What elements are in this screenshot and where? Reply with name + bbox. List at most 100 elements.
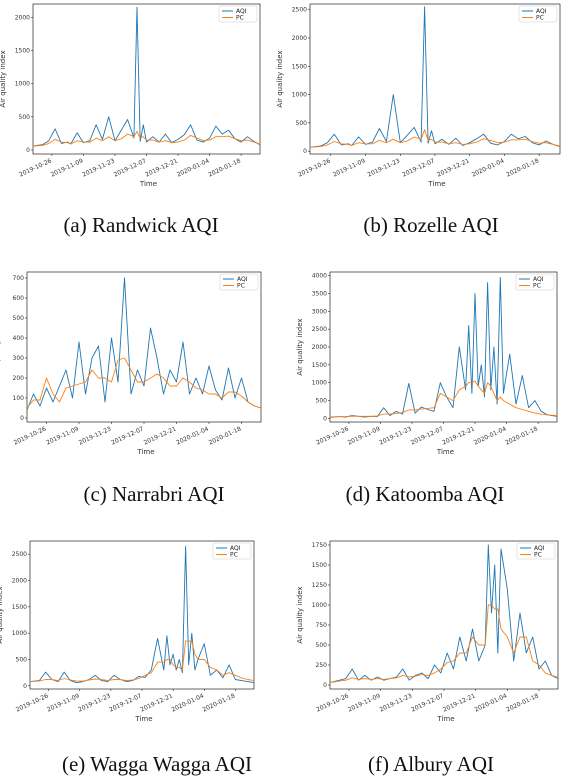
- series-line-pc: [29, 640, 255, 683]
- x-tick-label: 2019-11-23: [367, 157, 402, 178]
- x-tick-label: 2020-01-18: [504, 425, 539, 446]
- x-tick-label: 2019-12-07: [401, 157, 436, 178]
- y-tick-label: 0: [26, 147, 30, 154]
- series-line-aqi: [329, 276, 558, 418]
- y-tick-label: 1000: [12, 630, 27, 637]
- chart-5: 025050075010001250150017502019-10-262019…: [296, 540, 559, 723]
- x-tick-label: 2019-10-26: [18, 157, 53, 178]
- y-axis-label: Air quality index: [296, 318, 304, 375]
- chart-3: 0 500 1000 1500 2000 2500 3000 3500 4000 2019-10-…: [296, 271, 558, 456]
- caption-f: (f) Albury AQI: [368, 752, 494, 776]
- x-axis-label: Time: [139, 180, 157, 188]
- x-tick-label: 2019-11-09: [332, 157, 367, 178]
- x-tick-label: 2020-01-04: [473, 425, 508, 446]
- x-axis-label: Time: [136, 448, 154, 456]
- y-tick-label: 2000: [15, 14, 30, 21]
- y-axis-label: Air quality index: [0, 586, 4, 643]
- y-tick-label: 750: [316, 622, 328, 629]
- y-tick-label: 100: [13, 395, 25, 402]
- x-tick-label: 2019-10-26: [13, 425, 48, 446]
- legend-label-pc: PC: [533, 283, 541, 290]
- series-line-pc: [329, 380, 558, 418]
- x-tick-label: 2020-01-04: [176, 157, 211, 178]
- legend-label-pc: PC: [536, 15, 544, 22]
- legend-label-pc: PC: [237, 283, 245, 290]
- plots: 05001000150020002019-10-262019-11-092019…: [0, 3, 561, 723]
- y-tick-label: 1750: [312, 542, 327, 549]
- y-tick-label: 2500: [292, 7, 307, 14]
- x-tick-label: 2019-12-21: [143, 425, 178, 446]
- legend-label-aqi: AQI: [230, 545, 241, 552]
- y-tick-label: 500: [316, 398, 328, 405]
- legend-label-pc: PC: [236, 15, 244, 22]
- x-tick-label: 2020-01-04: [474, 692, 509, 713]
- series-line-aqi: [29, 545, 255, 684]
- y-tick-label: 600: [13, 295, 25, 302]
- y-tick-label: 1000: [312, 380, 327, 387]
- x-tick-label: 2019-11-23: [379, 692, 414, 713]
- y-tick-label: 400: [13, 335, 25, 342]
- x-tick-label: 2019-12-07: [110, 425, 145, 446]
- x-tick-label: 2020-01-18: [202, 692, 237, 713]
- x-axis-label: Time: [436, 715, 454, 723]
- y-tick-label: 0: [23, 683, 27, 690]
- caption-c: (c) Narrabri AQI: [83, 482, 224, 506]
- series-line-pc: [309, 129, 561, 148]
- caption-b: (b) Rozelle AQI: [363, 213, 498, 237]
- y-tick-label: 4000: [312, 273, 327, 280]
- x-tick-label: 2019-12-07: [410, 425, 445, 446]
- y-tick-label: 0: [303, 148, 307, 155]
- x-tick-label: 2019-12-07: [113, 157, 148, 178]
- x-tick-label: 2020-01-04: [171, 692, 206, 713]
- y-axis-label: Air quality index: [0, 318, 1, 375]
- y-axis-label: Air quality index: [296, 586, 304, 643]
- series-line-pc: [32, 130, 261, 147]
- x-tick-label: 2020-01-18: [505, 157, 540, 178]
- x-tick-label: 2020-01-04: [175, 425, 210, 446]
- legend-label-aqi: AQI: [237, 276, 248, 283]
- chart-4: 0 500 1000 1500 2000 2500 2019-10-262019-11-09…: [0, 540, 255, 723]
- y-tick-label: 1000: [292, 92, 307, 99]
- y-axis-label: Air quality index: [276, 50, 284, 107]
- y-tick-label: 1500: [12, 604, 27, 611]
- y-tick-label: 500: [19, 114, 31, 121]
- x-tick-label: 2019-10-26: [315, 692, 350, 713]
- y-tick-label: 1500: [312, 362, 327, 369]
- y-tick-label: 3000: [312, 308, 327, 315]
- x-tick-label: 2020-01-18: [208, 425, 243, 446]
- series-line-pc: [26, 357, 262, 409]
- legend-label-aqi: AQI: [533, 276, 544, 283]
- y-tick-label: 1500: [312, 562, 327, 569]
- y-tick-label: 1000: [15, 81, 30, 88]
- caption-d: (d) Katoomba AQI: [346, 482, 505, 506]
- legend-label-aqi: AQI: [236, 8, 247, 15]
- y-tick-label: 700: [13, 275, 25, 282]
- x-tick-label: 2019-12-21: [144, 157, 179, 178]
- x-tick-label: 2019-12-21: [139, 692, 174, 713]
- y-tick-label: 2000: [312, 344, 327, 351]
- x-tick-label: 2019-12-07: [108, 692, 143, 713]
- chart-1: 0 500 1000 1500 2000 2500 2019-10-26 2019-11-09…: [276, 3, 561, 188]
- plot-frame: [26, 271, 262, 423]
- y-tick-label: 1250: [312, 582, 327, 589]
- y-tick-label: 200: [13, 375, 25, 382]
- plot-frame: [309, 3, 561, 155]
- x-tick-label: 2019-12-07: [410, 692, 445, 713]
- series-line-pc: [329, 604, 559, 684]
- y-tick-label: 0: [20, 415, 24, 422]
- x-tick-label: 2019-11-09: [347, 425, 382, 446]
- x-tick-label: 2019-12-21: [436, 157, 471, 178]
- legend-label-aqi: AQI: [536, 8, 547, 15]
- series-line-aqi: [309, 6, 561, 148]
- y-tick-label: 0: [323, 415, 327, 422]
- y-tick-label: 3500: [312, 290, 327, 297]
- y-axis-label: Air quality index: [0, 50, 7, 107]
- y-tick-label: 2500: [12, 551, 27, 558]
- x-tick-label: 2019-11-23: [378, 425, 413, 446]
- series-line-aqi: [32, 6, 261, 147]
- plot-frame: [29, 540, 255, 690]
- caption-a: (a) Randwick AQI: [63, 213, 218, 237]
- series-line-aqi: [26, 277, 262, 411]
- y-tick-label: 1000: [312, 602, 327, 609]
